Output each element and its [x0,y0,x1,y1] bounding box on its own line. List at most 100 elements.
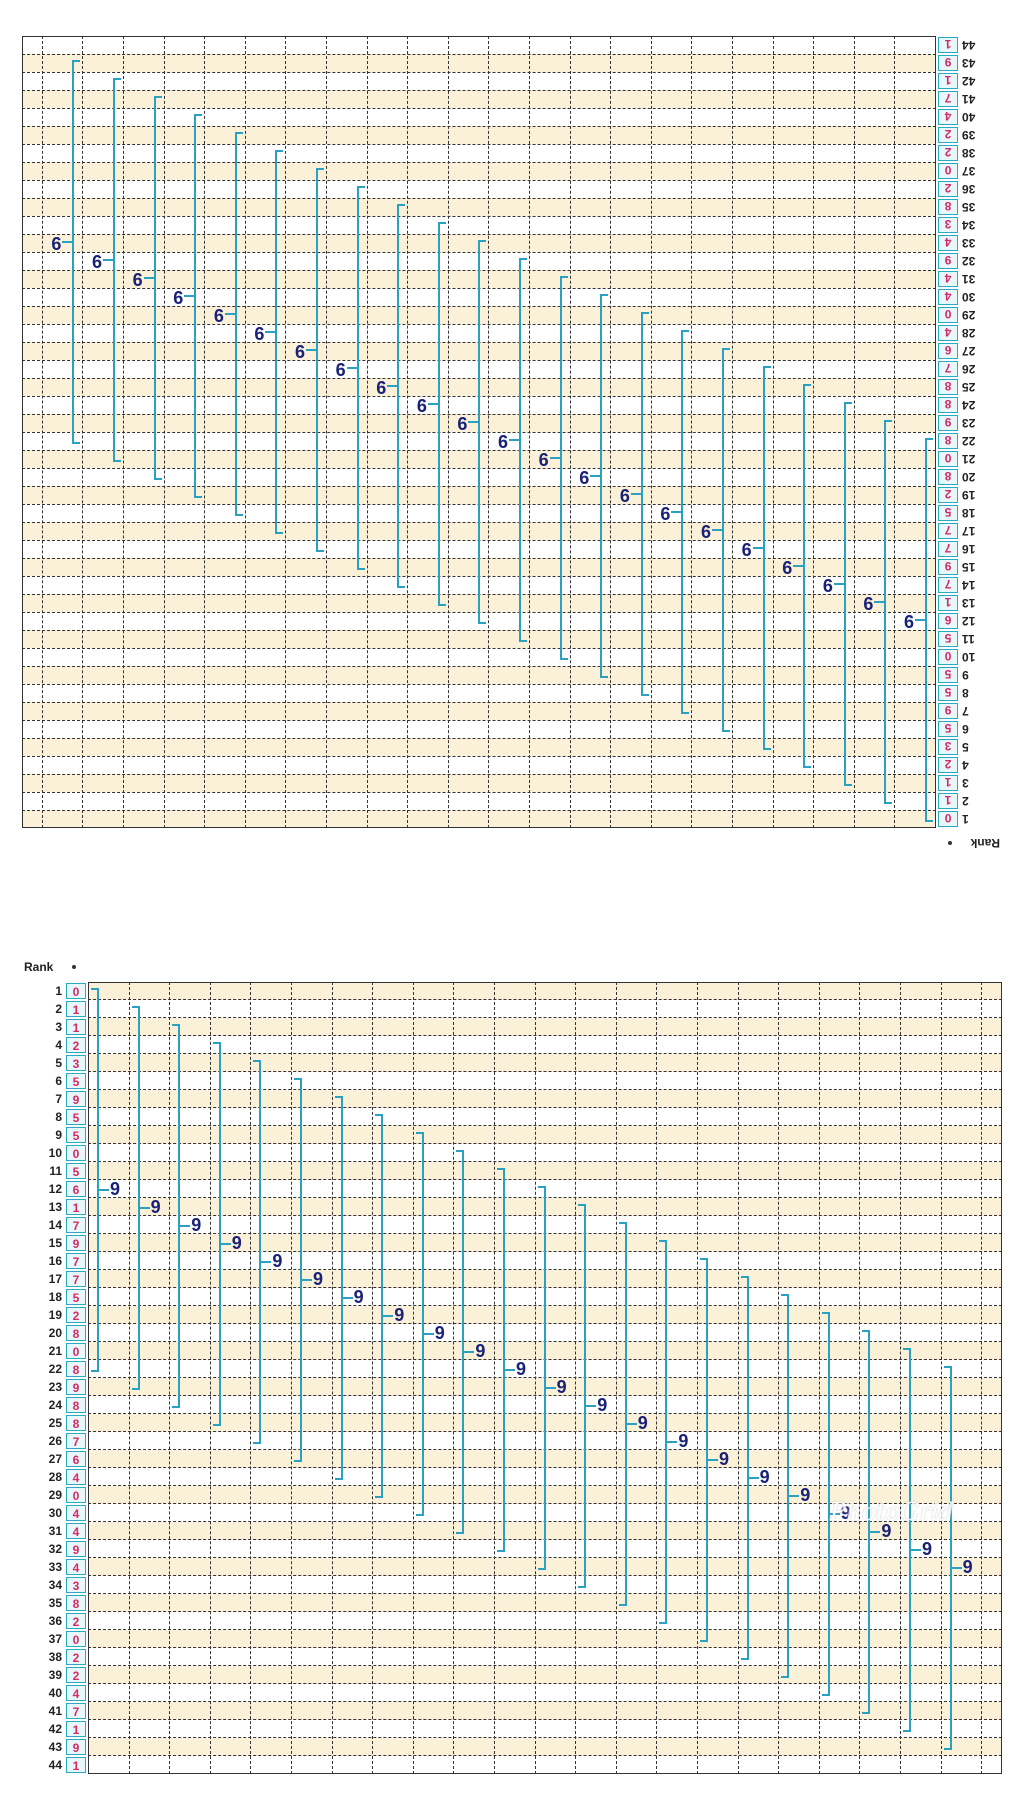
rotated-grid-panel: Rank 1 0 2 1 3 1 4 2 5 3 6 5 7 9 8 5 9 5 10 0 11 5 12 6 13 1 14 7 15… [0,0,1024,900]
window-bracket [884,420,893,804]
window-bracket [681,330,690,714]
rank-header: Rank [970,836,1000,850]
digit-cell: 2 [66,1307,86,1323]
column-line [818,982,820,1774]
window-bracket [72,60,81,444]
digit-cell: 4 [938,271,958,287]
digit-cell: 3 [938,739,958,755]
digit-cell: 7 [66,1433,86,1449]
rank-number: 43 [48,1740,62,1754]
digit-cell: 7 [66,1271,86,1287]
bracket-label: 9 [313,1269,324,1289]
bracket-label: 9 [294,341,305,361]
rank-number: 17 [48,1272,62,1286]
upright-grid-panel: Rank 1 0 2 1 3 1 4 2 5 3 6 5 7 9 8 5 9 5 10 0 11 5 12 6 13 1 14 7 15… [0,910,1024,1820]
bracket-label: 9 [619,485,630,505]
bracket-label: 9 [91,251,102,271]
bracket-stub [870,1531,881,1533]
rank-number: 20 [48,1326,62,1340]
rank-number: 34 [48,1578,62,1592]
row-band [88,1162,1002,1180]
window-bracket [578,1204,587,1588]
bracket-label: 9 [254,323,265,343]
rank-number: 20 [962,470,976,484]
bracket-stub [468,421,479,423]
column-line [575,982,577,1774]
row-band [88,1702,1002,1720]
bracket-stub [545,1387,556,1389]
rank-number: 7 [55,1092,62,1106]
digit-cell: 5 [938,631,958,647]
rank-number: 44 [48,1758,62,1772]
bracket-label: 9 [272,1251,283,1271]
bracket-label: 9 [840,1503,851,1523]
table-row: 41 7 [32,1702,1002,1720]
digit-cell: 5 [66,1289,86,1305]
digit-cell: 9 [938,703,958,719]
row-band [88,1576,1002,1594]
digit-cell: 9 [66,1541,86,1557]
row-band [88,1630,1002,1648]
rank-number: 35 [962,200,976,214]
digit-cell: 9 [938,415,958,431]
rank-number: 5 [962,740,969,754]
bracket-label: 9 [173,287,184,307]
rank-number: 39 [48,1668,62,1682]
window-bracket [437,222,446,606]
rank-number: 10 [962,650,976,664]
grid-frame [88,982,1002,1774]
digit-cell: 2 [938,757,958,773]
rank-number: 27 [962,344,976,358]
bracket-stub [793,565,804,567]
rank-number: 1 [55,984,62,998]
bracket-label: 9 [800,1485,811,1505]
rank-number: 5 [55,1056,62,1070]
window-bracket [519,258,527,642]
bracket-stub [708,1459,718,1461]
bracket-stub [346,367,357,369]
rank-number: 12 [48,1182,62,1196]
bracket-label: 9 [881,1521,892,1541]
column-line [412,982,414,1774]
window-bracket [497,1168,505,1552]
bracket-label: 9 [922,1539,933,1559]
row-band [88,1612,1002,1630]
window-bracket [722,348,730,732]
bracket-stub [789,1495,800,1497]
bracket-label: 9 [660,503,671,523]
digit-cell: 2 [66,1649,86,1665]
row-band [88,1054,1002,1072]
bracket-label: 9 [782,557,793,577]
rank-number: 7 [962,704,969,718]
bracket-label: 9 [700,521,711,541]
table-row: 37 0 [32,1630,1002,1648]
bracket-stub [505,1369,515,1371]
rank-number: 26 [962,362,976,376]
watermark-logo: PhotoGrid [830,1498,954,1526]
bracket-stub [712,529,722,531]
rank-number: 41 [48,1704,62,1718]
digit-cell: 7 [938,361,958,377]
digit-cell: 4 [938,235,958,251]
rank-number: 17 [962,524,976,538]
digit-cell: 2 [66,1613,86,1629]
digit-cell: 1 [938,775,958,791]
rank-number: 40 [962,110,976,124]
window-bracket [194,114,203,498]
digit-cell: 7 [66,1253,86,1269]
window-bracket [740,1276,749,1660]
bracket-stub [671,511,682,513]
digit-cell: 1 [938,37,958,53]
digit-cell: 6 [938,343,958,359]
window-bracket [843,402,852,786]
rank-number: 25 [48,1416,62,1430]
row-band [88,1594,1002,1612]
bracket-label: 9 [678,1431,689,1451]
rank-number: 37 [48,1632,62,1646]
bracket-stub [590,475,601,477]
column-line [453,982,455,1774]
bracket-label: 9 [903,611,914,631]
rank-number: 42 [48,1722,62,1736]
digit-cell: 0 [938,649,958,665]
